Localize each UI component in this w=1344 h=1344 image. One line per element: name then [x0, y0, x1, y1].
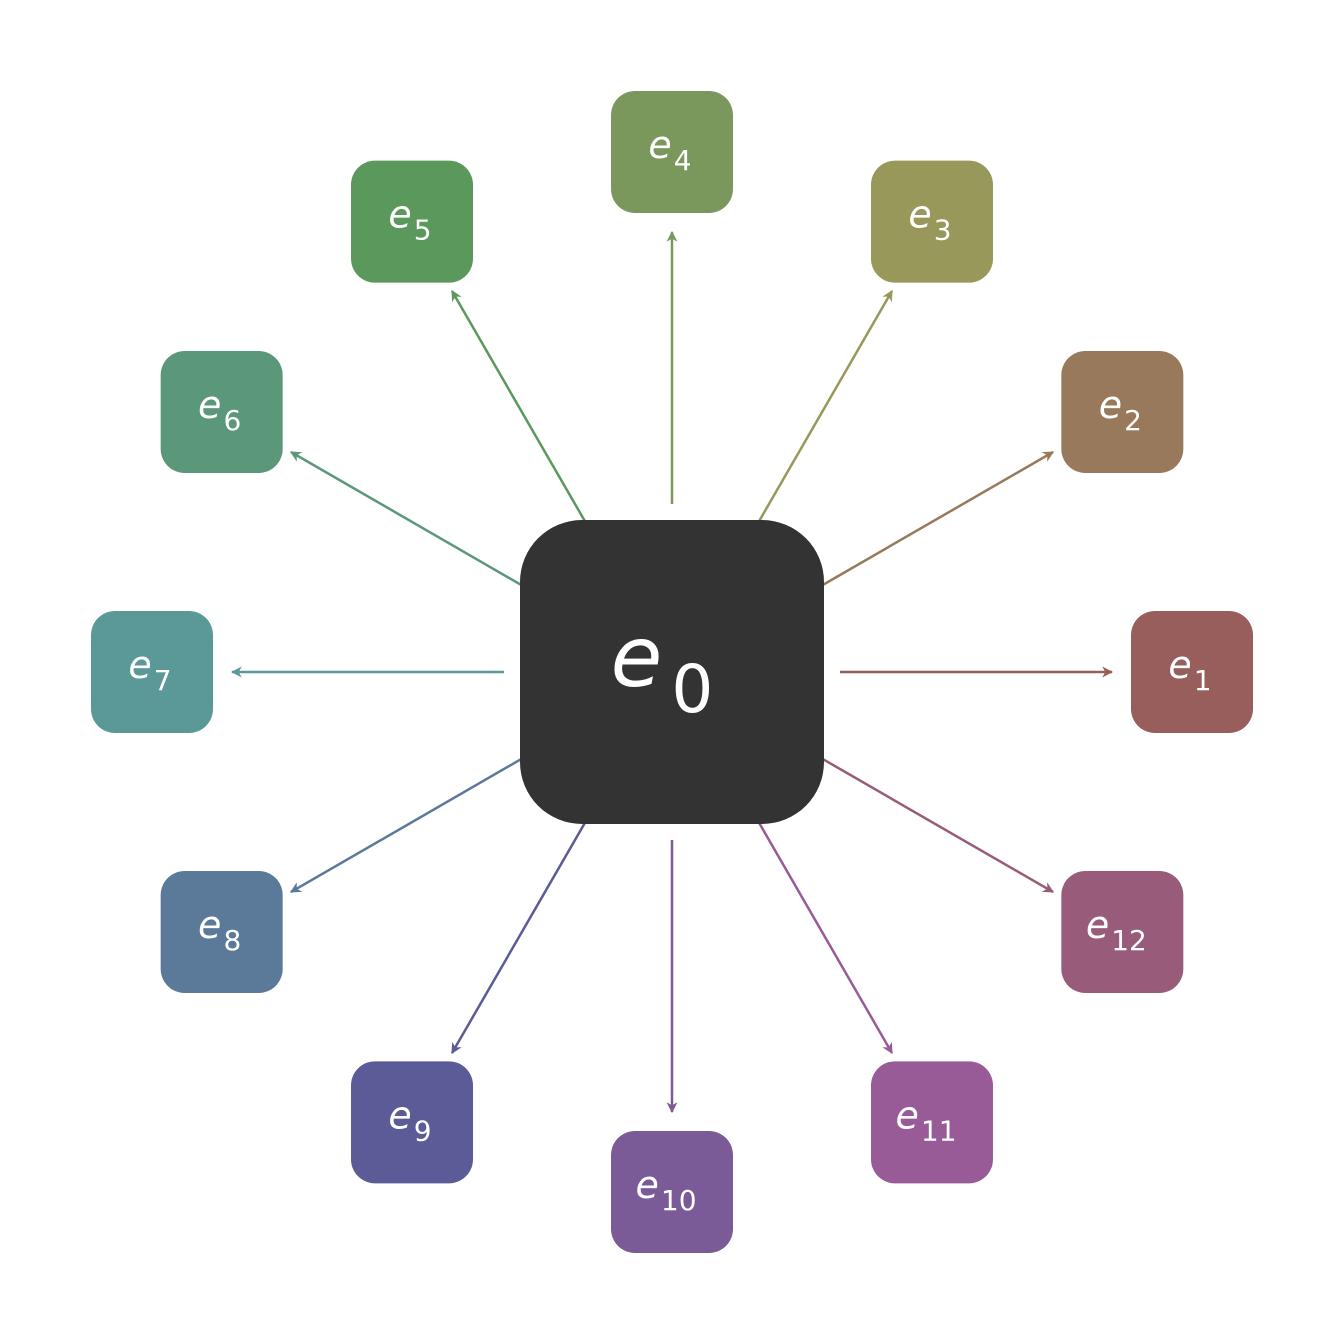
node-box: [91, 611, 213, 733]
node-box: [160, 351, 283, 473]
node-label: e7: [128, 643, 171, 697]
node-e4: e4: [611, 91, 733, 213]
center-node-box: [520, 520, 824, 824]
node-box: [351, 160, 473, 283]
node-label-subscript: 8: [223, 924, 241, 957]
node-label-subscript: 3: [934, 214, 952, 247]
node-label-base: e: [388, 1093, 411, 1137]
node-label-base: e: [908, 193, 931, 237]
node-label-subscript: 4: [674, 144, 692, 177]
node-box: [160, 871, 283, 993]
node-e3: e3: [871, 160, 993, 283]
arrow-e0-to-e3: [754, 289, 894, 528]
arrow-e0-to-e6: [289, 450, 528, 590]
arrow-e0-to-e9: [450, 816, 590, 1055]
center-node-subscript: 0: [671, 651, 713, 728]
node-label-subscript: 10: [661, 1184, 697, 1217]
node-label-subscript: 11: [921, 1114, 957, 1147]
node-label-subscript: 5: [414, 214, 432, 247]
node-label-base: e: [198, 383, 221, 427]
node-box: [1131, 611, 1253, 733]
node-label: e1: [1168, 643, 1211, 697]
node-e10: e10: [611, 1131, 733, 1253]
node-label-base: e: [635, 1163, 658, 1207]
node-label: e4: [648, 123, 691, 177]
node-label-base: e: [128, 643, 151, 687]
node-label-base: e: [198, 903, 221, 947]
node-label: e12: [1086, 903, 1147, 957]
node-box: [871, 1061, 993, 1184]
node-label: e10: [635, 1163, 696, 1217]
node-label-subscript: 1: [1194, 664, 1212, 697]
node-e11: e11: [871, 1061, 993, 1184]
arrow-e0-to-e12: [816, 754, 1055, 894]
node-label: e5: [388, 193, 431, 247]
node-label-base: e: [1099, 383, 1122, 427]
node-e1: e1: [1131, 611, 1253, 733]
node-label-base: e: [895, 1093, 918, 1137]
node-label-base: e: [648, 123, 671, 167]
node-e9: e9: [351, 1061, 473, 1184]
node-label: e3: [908, 193, 951, 247]
node-label-base: e: [1086, 903, 1109, 947]
node-label-subscript: 2: [1124, 404, 1142, 437]
node-label: e9: [388, 1093, 431, 1147]
node-e5: e5: [351, 160, 473, 283]
node-box: [871, 160, 993, 283]
node-label-subscript: 6: [223, 404, 241, 437]
node-box: [1061, 871, 1184, 993]
arrow-e0-to-e8: [289, 754, 528, 894]
node-e12: e12: [1061, 871, 1184, 993]
node-label: e8: [198, 903, 241, 957]
node-box: [1061, 351, 1184, 473]
node-label-subscript: 7: [154, 664, 172, 697]
arrows-layer: [230, 230, 1114, 1114]
node-label: e11: [895, 1093, 956, 1147]
node-box: [611, 91, 733, 213]
node-e2: e2: [1061, 351, 1184, 473]
arrow-e0-to-e2: [816, 450, 1055, 590]
node-label-subscript: 9: [414, 1114, 432, 1147]
node-box: [351, 1061, 473, 1184]
node-label-base: e: [388, 193, 411, 237]
center-node-label: e 0: [611, 608, 714, 728]
node-label: e6: [198, 383, 241, 437]
node-label-subscript: 12: [1111, 924, 1147, 957]
node-e7: e7: [91, 611, 213, 733]
node-e8: e8: [160, 871, 283, 993]
center-node-base: e: [611, 608, 663, 706]
node-e6: e6: [160, 351, 283, 473]
arrow-e0-to-e11: [754, 816, 894, 1055]
node-box: [611, 1131, 733, 1253]
node-label: e2: [1099, 383, 1142, 437]
center-node: e 0: [520, 520, 824, 824]
arrow-e0-to-e5: [450, 289, 590, 528]
node-label-base: e: [1168, 643, 1191, 687]
